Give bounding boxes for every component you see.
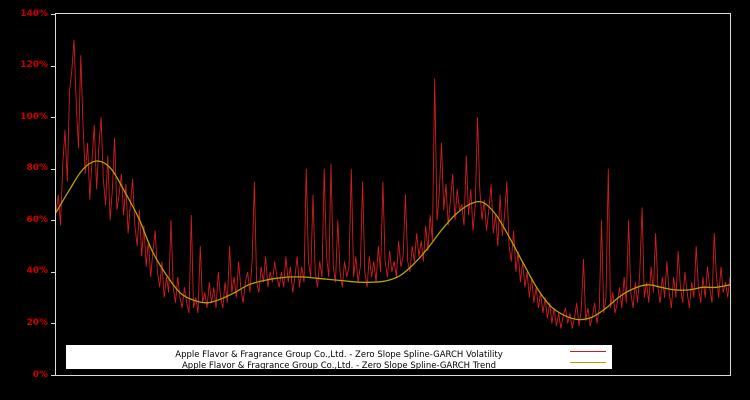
y-tick-label: 80% <box>26 163 48 174</box>
y-tick-mark <box>51 323 55 325</box>
legend-label-volatility: Apple Flavor & Fragrance Group Co.,Ltd. … <box>175 350 503 360</box>
y-tick-label: 140% <box>20 8 48 19</box>
y-tick-label: 100% <box>20 111 48 122</box>
legend-item-volatility: Apple Flavor & Fragrance Group Co.,Ltd. … <box>66 346 612 360</box>
legend-line-sample-volatility <box>570 351 606 352</box>
legend: Apple Flavor & Fragrance Group Co.,Ltd. … <box>66 345 612 371</box>
y-tick-label: 40% <box>26 266 48 277</box>
y-tick-label: 60% <box>26 214 48 225</box>
legend-line-sample-trend <box>570 362 606 363</box>
y-tick-label: 0% <box>32 369 48 380</box>
y-tick-mark <box>51 14 55 15</box>
y-tick-mark <box>51 220 55 222</box>
legend-label-trend: Apple Flavor & Fragrance Group Co.,Ltd. … <box>181 361 497 371</box>
y-tick-mark <box>51 65 55 67</box>
plot-area: Apple Flavor & Fragrance Group Co.,Ltd. … <box>55 13 731 376</box>
y-tick-mark <box>51 375 55 376</box>
y-tick-label: 120% <box>20 60 48 71</box>
y-tick-mark <box>51 117 55 119</box>
y-tick-label: 20% <box>26 317 48 328</box>
y-tick-mark <box>51 168 55 170</box>
y-tick-mark <box>51 271 55 273</box>
chart-canvas <box>56 39 730 329</box>
legend-item-trend: Apple Flavor & Fragrance Group Co.,Ltd. … <box>66 357 612 371</box>
